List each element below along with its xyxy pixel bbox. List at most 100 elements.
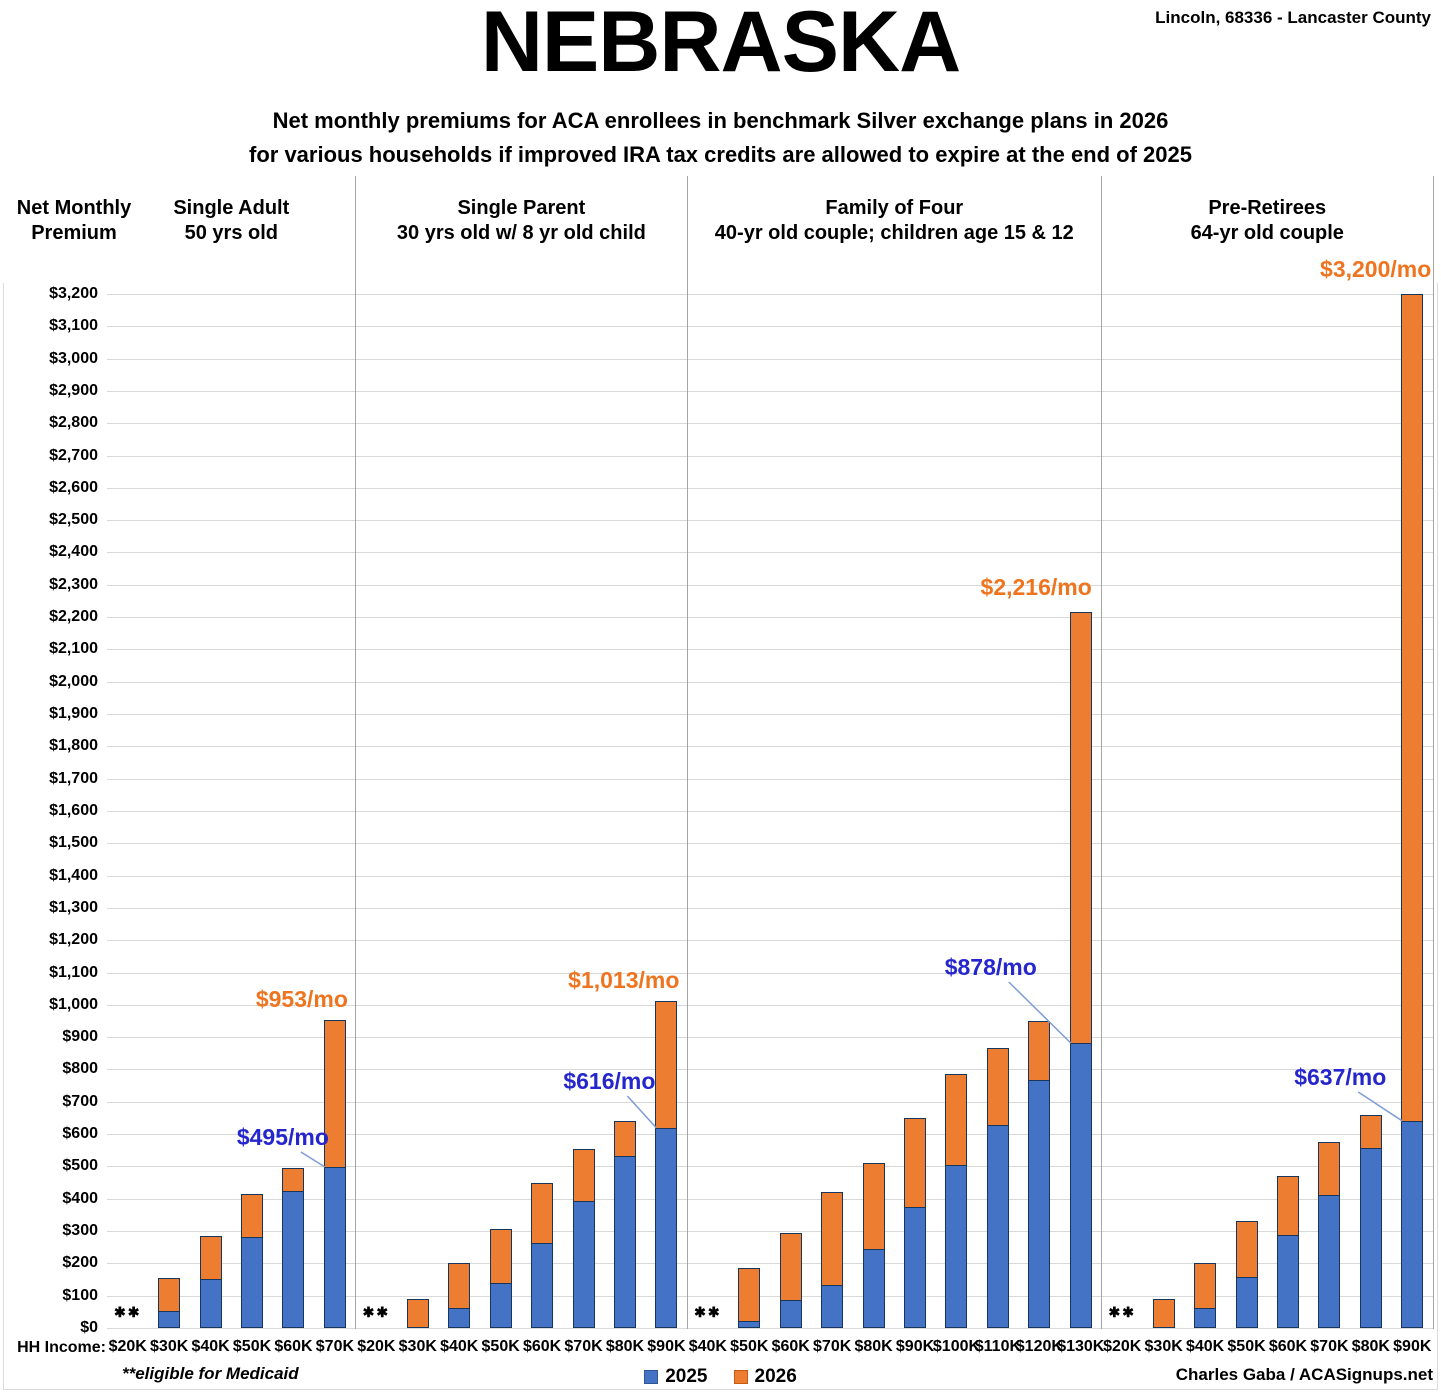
bar-family-of-four-$60k xyxy=(779,1233,802,1328)
panel-title-line-1: Single Adult xyxy=(173,197,290,219)
bar-single-adult-$40k xyxy=(199,1236,222,1328)
location-label: Lincoln, 68336 - Lancaster County xyxy=(1155,8,1431,27)
bar-single-adult-$30k xyxy=(158,1278,181,1328)
gridline xyxy=(107,293,1433,295)
legend: 2025 2026 xyxy=(0,1366,1441,1388)
bar-segment-2026 xyxy=(282,1168,305,1192)
y-tick-label: $1,600 xyxy=(49,802,98,819)
bar-segment-2025 xyxy=(613,1157,636,1328)
bar-segment-2025 xyxy=(282,1192,305,1328)
gridline xyxy=(107,584,1433,586)
gridline xyxy=(107,1068,1433,1070)
y-tick-label: $800 xyxy=(62,1060,98,1077)
panel-header: Single Parent 30 yrs old w/ 8 yr old chil… xyxy=(356,196,688,246)
panel-divider xyxy=(1101,176,1102,1329)
bar-pre-retirees-$70k xyxy=(1318,1142,1341,1328)
annotation-2025: $878/mo xyxy=(944,954,1037,980)
bar-family-of-four-$80k xyxy=(862,1163,885,1328)
x-tick-label: $110K xyxy=(974,1338,1022,1355)
bar-segment-2025 xyxy=(904,1208,927,1328)
bar-segment-2026 xyxy=(862,1163,885,1250)
y-tick-label: $3,000 xyxy=(49,350,98,367)
gridline xyxy=(107,1327,1433,1329)
subtitle-line-2: for various households if improved IRA t… xyxy=(249,142,1192,167)
y-tick-label: $2,800 xyxy=(49,414,98,431)
y-tick-label: $1,100 xyxy=(49,964,98,981)
gridline xyxy=(107,1004,1433,1006)
bar-segment-2025 xyxy=(1194,1309,1217,1328)
y-tick-label: $2,100 xyxy=(49,640,98,657)
chart-subtitle: Net monthly premiums for ACA enrollees i… xyxy=(0,104,1441,172)
gridline xyxy=(107,939,1433,941)
legend-swatch-2026-icon xyxy=(733,1370,748,1384)
bar-segment-2025 xyxy=(323,1168,346,1328)
bar-single-adult-$60k xyxy=(282,1168,305,1328)
bar-family-of-four-$50k xyxy=(738,1268,761,1328)
bar-segment-2026 xyxy=(323,1020,346,1168)
annotation-2025: $616/mo xyxy=(563,1068,656,1094)
bar-segment-2026 xyxy=(945,1074,968,1166)
x-tick-label: $90K xyxy=(1393,1338,1432,1355)
bar-segment-2025 xyxy=(945,1166,968,1328)
legend-label-2025: 2025 xyxy=(665,1366,708,1387)
gridline xyxy=(107,842,1433,844)
bar-single-parent-$70k xyxy=(572,1149,595,1328)
bar-segment-2026 xyxy=(572,1149,595,1202)
annotation-2026: $953/mo xyxy=(255,986,348,1012)
bar-segment-2025 xyxy=(779,1301,802,1328)
gridline xyxy=(107,422,1433,424)
panel-header: Family of Four 40-yr old couple; children… xyxy=(687,196,1101,246)
bar-pre-retirees-$60k xyxy=(1276,1176,1299,1328)
panel-title-line-1: Family of Four xyxy=(825,197,964,219)
gridline xyxy=(107,778,1433,780)
gridline xyxy=(107,325,1433,327)
gridline xyxy=(107,648,1433,650)
gridline xyxy=(107,358,1433,360)
gridline xyxy=(107,1165,1433,1167)
panel-divider xyxy=(1432,176,1434,1329)
y-axis-title: Net Monthly Premium xyxy=(8,196,140,246)
bar-segment-2025 xyxy=(448,1309,471,1328)
x-tick-label: $90K xyxy=(895,1338,935,1355)
bar-segment-2025 xyxy=(199,1280,222,1328)
x-tick-label: $50K xyxy=(730,1338,769,1355)
bar-segment-2026 xyxy=(904,1118,927,1208)
bar-segment-2025 xyxy=(655,1129,678,1328)
x-tick-label: $80K xyxy=(605,1338,645,1355)
medicaid-eligible-marker: ✱✱ xyxy=(694,1304,722,1320)
gridline xyxy=(107,875,1433,877)
bar-segment-2025 xyxy=(1276,1236,1299,1328)
y-tick-label: $1,500 xyxy=(49,834,98,851)
panel-title-line-2: 30 yrs old w/ 8 yr old child xyxy=(396,222,646,244)
y-axis-title-line-2: Premium xyxy=(31,222,117,244)
medicaid-eligible-marker: ✱✱ xyxy=(1108,1304,1136,1320)
bar-family-of-four-$70k xyxy=(821,1192,844,1328)
gridline xyxy=(107,713,1433,715)
bar-segment-2025 xyxy=(489,1284,512,1328)
annotation-2025: $495/mo xyxy=(236,1124,329,1150)
bar-segment-2025 xyxy=(531,1244,554,1328)
y-tick-label: $1,900 xyxy=(49,705,98,722)
bar-segment-2026 xyxy=(1069,612,1092,1044)
bar-segment-2026 xyxy=(531,1183,554,1244)
bar-segment-2026 xyxy=(655,1001,678,1129)
bar-segment-2026 xyxy=(489,1229,512,1284)
y-tick-label: $700 xyxy=(62,1093,98,1110)
bar-segment-2026 xyxy=(448,1263,471,1309)
gridline xyxy=(107,972,1433,974)
panel-title-line-2: 40-yr old couple; children age 15 & 12 xyxy=(714,222,1074,244)
bar-segment-2026 xyxy=(613,1121,636,1157)
x-tick-label: $60K xyxy=(522,1338,562,1355)
chart-area-border xyxy=(3,283,1438,1390)
y-tick-label: $0 xyxy=(80,1319,98,1336)
bar-pre-retirees-$30k xyxy=(1152,1299,1175,1328)
annotation-2026: $2,216/mo xyxy=(980,574,1092,600)
gridline xyxy=(107,1262,1433,1264)
x-tick-label: $80K xyxy=(1351,1338,1390,1355)
bar-segment-2025 xyxy=(1069,1044,1092,1328)
y-tick-label: $3,200 xyxy=(49,285,98,302)
bar-family-of-four-$110k xyxy=(986,1048,1009,1328)
bar-segment-2025 xyxy=(241,1238,264,1328)
gridline xyxy=(107,907,1433,909)
x-tick-label: $50K xyxy=(1227,1338,1266,1355)
